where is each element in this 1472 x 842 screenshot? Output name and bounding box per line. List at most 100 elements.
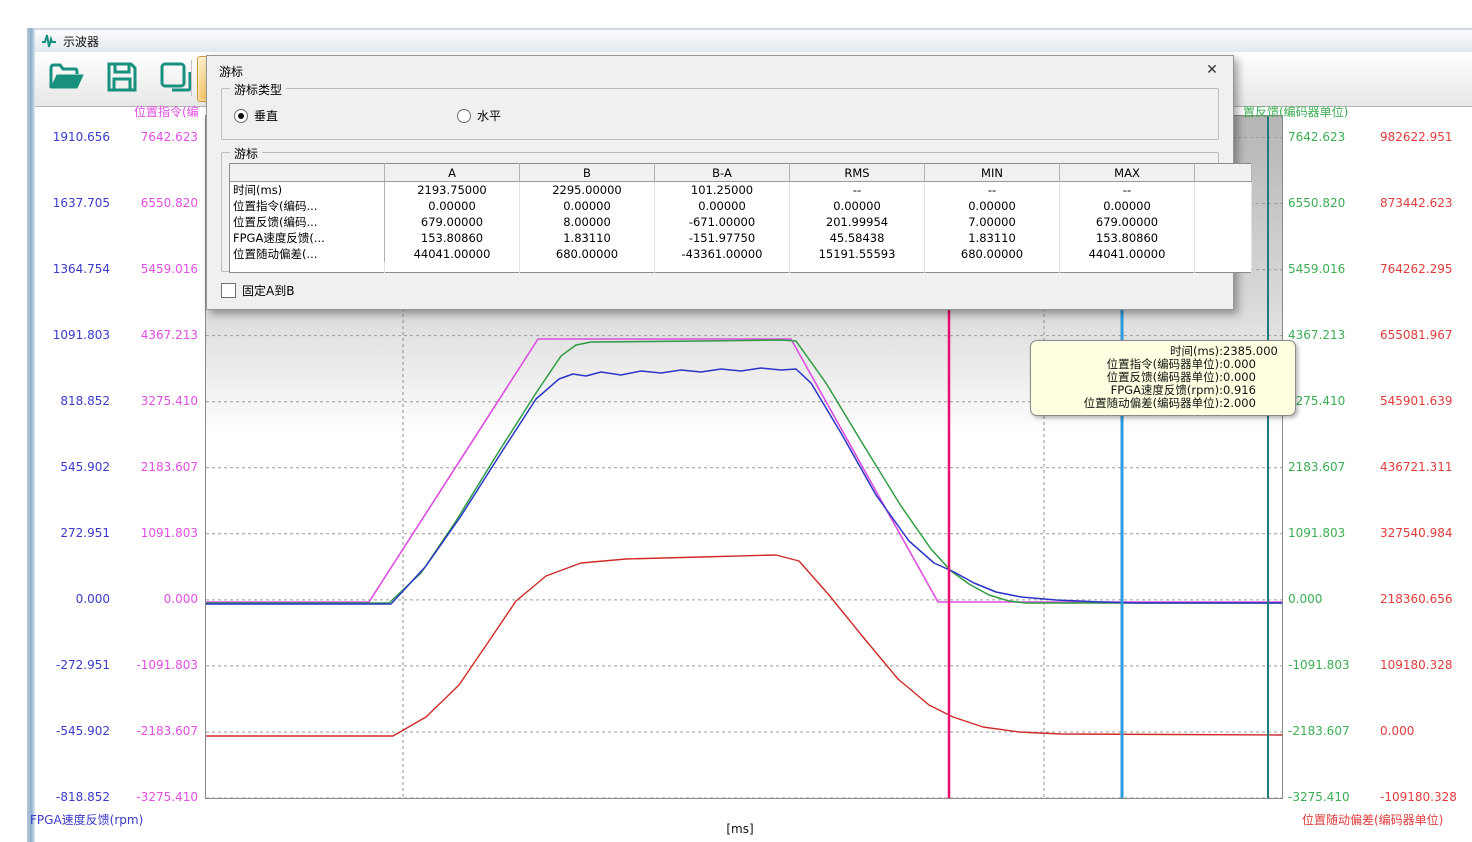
- table-header-cell[interactable]: B: [519, 163, 655, 182]
- axis-title-following-error: 位置随动偏差(编码器单位): [1302, 813, 1444, 827]
- row-label-cell: 位置指令(编码...: [229, 198, 385, 214]
- cursor-table-wrap: A B B-A RMS MIN MAX 时间(ms) 2193.75000 2295.00000…: [229, 163, 1252, 273]
- tick-following-error: -109180.328: [1380, 790, 1457, 804]
- tooltip-label: 位置反馈(编码器单位):: [1106, 370, 1223, 384]
- tooltip-line: FPGA速度反馈(rpm): 0.916: [1037, 384, 1287, 397]
- table-cell: 1.83110: [924, 230, 1060, 246]
- open-file-button[interactable]: [43, 56, 89, 100]
- table-row: FPGA速度反馈(... 153.80860 1.83110 -151.97750 45…: [229, 230, 1252, 246]
- new-window-button[interactable]: [153, 56, 199, 100]
- tick-position-feedback: 7642.623: [1288, 129, 1346, 144]
- cursor-dialog[interactable]: 游标 ✕ 游标类型 垂直 水平 游标 A B B-A RMS MIN MAX 时间(ms) 21…: [206, 55, 1252, 310]
- tooltip-line: 位置指令(编码器单位): 0.000: [1037, 358, 1287, 371]
- tick-position-feedback: 4367.213: [1288, 327, 1346, 342]
- cursor-table: A B B-A RMS MIN MAX 时间(ms) 2193.75000 2295.00000…: [229, 163, 1252, 273]
- table-filler-cell: [384, 262, 520, 273]
- table-cell: 0.00000: [1059, 198, 1195, 214]
- close-icon[interactable]: ✕: [1206, 62, 1218, 78]
- fix-a-to-b-row[interactable]: 固定A到B: [221, 282, 294, 299]
- table-cell: 679.00000: [384, 214, 520, 230]
- table-cell: 45.58438: [789, 230, 925, 246]
- tick-following-error: 982622.951: [1380, 129, 1453, 144]
- tick-position-command: 3275.410: [140, 393, 198, 408]
- tooltip-label: 位置随动偏差(编码器单位):: [1083, 396, 1223, 410]
- tick-following-error: 545901.639: [1380, 393, 1453, 408]
- table-filler-cell: [924, 262, 1060, 273]
- tick-position-feedback: 2183.607: [1288, 459, 1346, 474]
- table-cell: 2295.00000: [519, 181, 655, 198]
- table-filler-cell: [654, 262, 790, 273]
- tick-position-command: 7642.623: [140, 129, 198, 144]
- table-row: 位置反馈(编码... 679.00000 8.00000 -671.00000 201.…: [229, 214, 1252, 230]
- table-cell: 680.00000: [519, 246, 655, 262]
- table-row: 位置随动偏差(... 44041.00000 680.00000 -43361.000…: [229, 246, 1252, 262]
- row-label-cell: 位置反馈(编码...: [229, 214, 385, 230]
- axis-title-speed-feedback: FPGA速度反馈(rpm): [30, 813, 144, 827]
- row-label-cell: FPGA速度反馈(...: [229, 230, 385, 246]
- tooltip-value: 2385.000: [1223, 344, 1278, 358]
- tick-position-command: -3275.410: [136, 790, 198, 804]
- tooltip-line: 时间(ms): 2385.000: [1037, 345, 1287, 358]
- radio-vertical[interactable]: 垂直: [234, 107, 278, 124]
- tick-position-command: 0.000: [163, 591, 198, 606]
- table-header-cell[interactable]: [1194, 163, 1252, 182]
- tick-speed-feedback: 545.902: [60, 459, 110, 474]
- window-top-edge: [27, 28, 1472, 30]
- fix-a-to-b-checkbox[interactable]: [221, 283, 236, 298]
- cursor-type-options: 垂直 水平: [222, 107, 1218, 127]
- cursor-group-label: 游标: [230, 145, 263, 162]
- table-row: 位置指令(编码... 0.00000 0.00000 0.00000 0.00000 0.…: [229, 198, 1252, 214]
- table-cell: 44041.00000: [1059, 246, 1195, 262]
- table-header-cell[interactable]: MIN: [924, 163, 1060, 182]
- tooltip-value: 0.000: [1223, 357, 1256, 371]
- table-header-cell[interactable]: B-A: [654, 163, 790, 182]
- tick-speed-feedback: 272.951: [60, 525, 110, 540]
- cursor-type-group-label: 游标类型: [230, 81, 287, 98]
- table-header-cell[interactable]: [229, 163, 385, 182]
- tick-following-error: 655081.967: [1380, 327, 1453, 342]
- tooltip-label: 时间(ms):: [1169, 344, 1223, 358]
- table-cell: 2193.75000: [384, 181, 520, 198]
- tick-position-command: 6550.820: [140, 195, 198, 210]
- tick-speed-feedback: 0.000: [75, 591, 110, 606]
- tooltip-line: 位置随动偏差(编码器单位): 2.000: [1037, 397, 1287, 410]
- tick-following-error: 109180.328: [1380, 657, 1453, 672]
- tooltip-value: 0.916: [1223, 383, 1256, 397]
- tick-position-command: -1091.803: [136, 657, 198, 672]
- table-filler-cell: [789, 262, 925, 273]
- curve-following-error: [206, 554, 1282, 737]
- table-filler-cell: [229, 262, 385, 273]
- table-cell: --: [789, 181, 925, 198]
- radio-label: 水平: [477, 109, 502, 123]
- table-cell: [1194, 246, 1252, 262]
- table-cell: [1194, 214, 1252, 230]
- table-cell: [1194, 230, 1252, 246]
- table-cell: --: [1059, 181, 1195, 198]
- table-header-cell[interactable]: RMS: [789, 163, 925, 182]
- tooltip-value: 2.000: [1223, 396, 1256, 410]
- tooltip-label: 位置指令(编码器单位):: [1106, 357, 1223, 371]
- cursor-table-group: 游标 A B B-A RMS MIN MAX 时间(ms) 2193.75000 2295.00…: [221, 145, 1252, 273]
- save-button[interactable]: [99, 56, 145, 100]
- table-cell: 679.00000: [1059, 214, 1195, 230]
- tick-speed-feedback: 1091.803: [52, 327, 110, 342]
- table-header-cell[interactable]: MAX: [1059, 163, 1195, 182]
- radio-dot[interactable]: [234, 108, 248, 123]
- curve-speed-feedback: [206, 367, 1282, 605]
- radio-horizontal[interactable]: 水平: [457, 107, 501, 124]
- tick-speed-feedback: -272.951: [56, 657, 110, 672]
- tick-position-command: 4367.213: [140, 327, 198, 342]
- table-cell: 44041.00000: [384, 246, 520, 262]
- radio-dot[interactable]: [457, 108, 471, 123]
- radio-label: 垂直: [254, 109, 279, 123]
- table-cell: 680.00000: [924, 246, 1060, 262]
- table-filler-cell: [1194, 262, 1252, 273]
- table-cell: 201.99954: [789, 214, 925, 230]
- tick-following-error: 764262.295: [1380, 261, 1453, 276]
- new-window-icon: [158, 60, 194, 97]
- tick-following-error: 873442.623: [1380, 195, 1453, 210]
- axis-header-position-feedback: 置反馈(编码器单位): [1243, 105, 1349, 119]
- table-header-cell[interactable]: A: [384, 163, 520, 182]
- table-cell: 153.80860: [384, 230, 520, 246]
